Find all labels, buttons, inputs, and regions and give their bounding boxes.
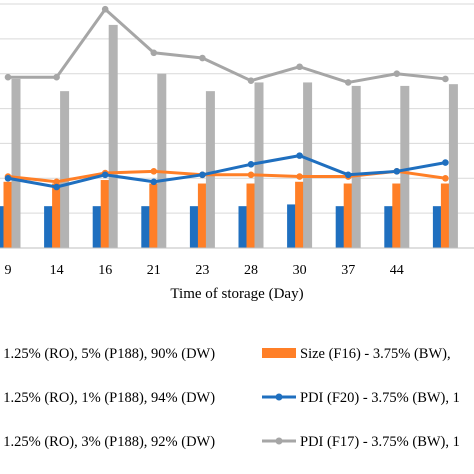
bar-blue [141, 206, 151, 248]
line-gray-point [101, 5, 109, 13]
bar-series [0, 24, 458, 249]
line-gray [8, 7, 446, 84]
line-orange-point [53, 178, 60, 186]
legend-label: , 1.25% (RO), 1% (P188), 94% (DW) [0, 390, 215, 406]
line-blue [7, 154, 446, 189]
x-tick-label: 44 [390, 263, 404, 278]
bar-blue [287, 204, 297, 248]
bar-blue [335, 206, 345, 248]
bar-blue [432, 206, 442, 248]
x-axis-title: Time of storage (Day) [170, 286, 303, 302]
line-blue-point [150, 178, 158, 186]
legend-label: , 1.25% (RO), 3% (P188), 92% (DW) [0, 434, 215, 450]
bar-orange [149, 183, 159, 248]
line-blue-point [199, 171, 206, 179]
x-tick-label: 30 [293, 263, 307, 278]
bar-gray [351, 85, 361, 249]
bar-orange [100, 180, 110, 248]
bar-orange [3, 181, 13, 248]
legend-marker-bar-orange [262, 348, 296, 358]
line-gray-point [199, 54, 206, 62]
line-series [4, 5, 449, 191]
bar-gray [254, 82, 264, 248]
line-gray-point [393, 70, 401, 78]
line-gray-point [442, 75, 449, 83]
line-gray-point [4, 73, 12, 81]
x-tick-labels: 9 14 16 21 23 28 30 37 44 [5, 263, 404, 278]
bar-blue [189, 206, 199, 248]
bar-gray [400, 85, 410, 249]
line-gray-point [150, 49, 158, 57]
line-blue-point [4, 174, 12, 182]
line-blue-point [393, 168, 401, 175]
line-gray-point [247, 77, 255, 84]
line-blue-point [101, 171, 109, 179]
bar-gray [157, 73, 167, 248]
line-blue-point [53, 183, 60, 191]
bar-gray [11, 78, 21, 248]
x-tick-label: 23 [195, 263, 209, 278]
bar-gray [108, 24, 118, 248]
line-blue-point [247, 161, 255, 168]
bar-gray [205, 91, 215, 249]
bar-blue [44, 206, 54, 248]
x-tick-label: 21 [147, 263, 161, 278]
legend-label: PDI (F20) - 3.75% (BW), 1 [300, 390, 460, 406]
line-blue-point [296, 152, 303, 159]
x-tick-label: 9 [5, 263, 12, 278]
bar-gray [448, 84, 458, 249]
legend: , 1.25% (RO), 5% (P188), 90% (DW) Size (F… [0, 346, 460, 450]
legend-label: PDI (F17) - 3.75% (BW), 1 [300, 434, 460, 450]
line-gray-point [53, 73, 60, 81]
line-orange-point [442, 174, 449, 182]
bar-orange [440, 183, 450, 248]
bar-orange [295, 181, 305, 248]
bar-orange [343, 183, 353, 248]
legend-label: , 1.25% (RO), 5% (P188), 90% (DW) [0, 346, 215, 362]
line-orange-point [247, 171, 255, 179]
line-orange-point [150, 168, 158, 175]
x-tick-label: 28 [244, 263, 258, 278]
legend-marker-line-blue [262, 393, 296, 401]
bar-orange [246, 183, 256, 248]
bar-gray [303, 82, 313, 248]
bar-blue [384, 206, 394, 248]
line-blue-point [442, 159, 449, 166]
bar-orange [197, 183, 207, 248]
legend-marker-line-gray [262, 437, 296, 445]
bar-blue [92, 206, 102, 248]
bar-blue [0, 206, 5, 248]
line-gray-point [344, 79, 352, 86]
line-orange-point [296, 173, 303, 180]
bar-blue [238, 206, 248, 248]
x-tick-label: 16 [98, 263, 112, 278]
x-tick-label: 37 [341, 263, 355, 278]
bar-orange [392, 183, 402, 248]
bar-orange [52, 183, 62, 248]
legend-label: Size (F16) - 3.75% (BW), [300, 346, 451, 362]
line-gray-point [296, 63, 303, 71]
line-blue-point [344, 171, 352, 179]
bar-gray [60, 91, 70, 249]
x-tick-label: 14 [50, 263, 64, 278]
